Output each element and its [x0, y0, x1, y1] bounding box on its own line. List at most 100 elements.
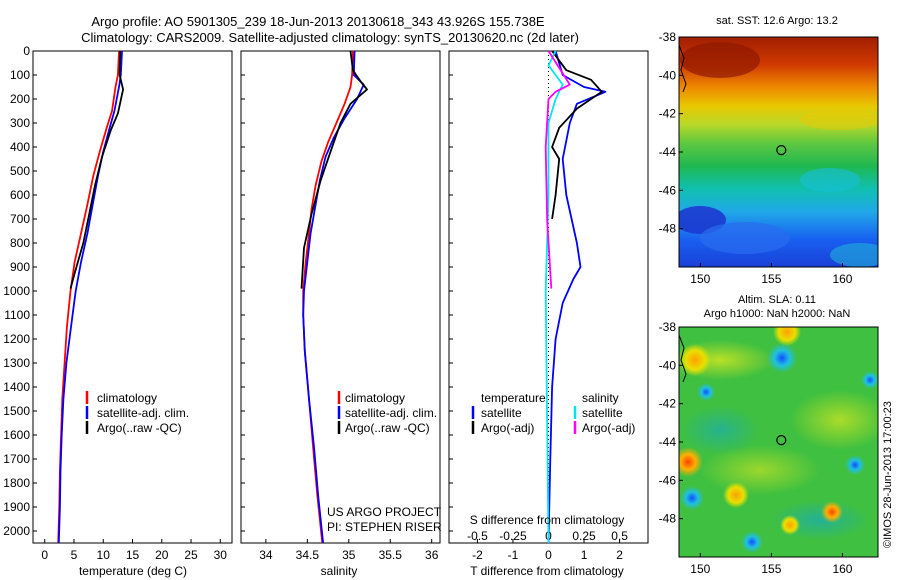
y-tick-label: 900	[10, 260, 30, 274]
map-y-tick-label: -40	[659, 358, 677, 372]
legend-label-s-satellite: satellite	[582, 406, 623, 420]
temperature-panel-frame	[32, 50, 233, 544]
difference-legend: temperature salinity satellite Argo(-adj…	[471, 391, 635, 435]
legend-label-climatology: climatology	[345, 391, 405, 405]
y-tick-label: 100	[10, 68, 30, 82]
figure-title-line1: Argo profile: AO 5901305_239 18-Jun-2013…	[91, 14, 545, 29]
x-tick-label: 36	[425, 548, 439, 562]
salinity-legend: climatology satellite-adj. clim. Argo(..…	[337, 391, 437, 435]
map-y-tick-label: -48	[659, 512, 677, 526]
salinity-series	[300, 50, 368, 544]
x-tick-label: 0	[545, 548, 552, 562]
sla-map-title-line2: Argo h1000: NaN h2000: NaN	[704, 308, 851, 320]
x-tick-label: 35	[342, 548, 356, 562]
x-tick-label: 34	[259, 548, 273, 562]
x2-tick-label: 0.5	[611, 529, 628, 543]
map-y-tick-label: -38	[659, 320, 677, 334]
x-tick-label: 35.5	[379, 548, 403, 562]
y-tick-label: 1000	[3, 284, 30, 298]
temperature-series	[57, 50, 124, 544]
y-tick-label: 1100	[4, 308, 30, 322]
map-x-tick-label: 155	[761, 562, 781, 576]
map-y-tick-label: -44	[659, 435, 677, 449]
y-tick-label: 0	[23, 44, 30, 58]
map-y-tick-label: -44	[659, 145, 677, 159]
sst-map-title: sat. SST: 12.6 Argo: 13.2	[716, 15, 838, 27]
legend-label-argo: Argo(..raw -QC)	[345, 421, 430, 435]
map-y-tick-label: -42	[659, 107, 677, 121]
map-x-tick-label: 150	[690, 272, 710, 286]
x-tick-label: 0	[41, 548, 48, 562]
argo-position-marker	[776, 145, 787, 156]
legend-label-argo: Argo(..raw -QC)	[97, 421, 182, 435]
temperature-xlabel: temperature (deg C)	[79, 564, 187, 578]
credit-line2: PI: STEPHEN RISER	[327, 520, 442, 534]
map-x-tick-label: 160	[832, 272, 852, 286]
y-tick-label: 1700	[3, 452, 30, 466]
x2-tick-label: 0.25	[572, 529, 596, 543]
y-tick-label: 800	[10, 236, 30, 250]
map-y-tick-label: -46	[659, 183, 677, 197]
temperature-axes: 0 5 10 15 20 25 300100200300400500600700800900…	[3, 44, 227, 562]
x-tick-label: 5	[71, 548, 78, 562]
series-line-argo-adj-	[544, 50, 571, 289]
y-tick-label: 1800	[3, 476, 30, 490]
map-x-tick-label: 155	[761, 272, 781, 286]
copyright-timestamp: ©IMOS 28-Jun-2013 17:00:23	[882, 401, 894, 548]
series-line-satellite-adj-clim-	[57, 50, 123, 544]
credit-line1: US ARGO PROJECT	[327, 505, 442, 519]
sst-map-axes: 150 155 160 -38 -40 -42 -44 -46 -48	[659, 30, 853, 286]
y-tick-label: 1500	[3, 404, 30, 418]
salinity-xlabel: salinity	[321, 564, 358, 578]
x-tick-label: 10	[97, 548, 111, 562]
legend-label-satellite: satellite-adj. clim.	[97, 406, 189, 420]
legend-label-satellite: satellite-adj. clim.	[345, 406, 437, 420]
series-line-satellite-adj-clim-	[302, 50, 365, 544]
series-line-climatology	[302, 50, 354, 544]
map-y-tick-label: -38	[659, 30, 677, 44]
legend-label-t-satellite: satellite	[481, 406, 522, 420]
salinity-panel-frame	[240, 50, 441, 544]
x-tick-label: 30	[214, 548, 228, 562]
x2-tick-label: -0.5	[467, 529, 488, 543]
y-tick-label: 700	[10, 212, 30, 226]
legend-label-s-argo: Argo(-adj)	[582, 421, 635, 435]
y-tick-label: 600	[10, 188, 30, 202]
sla-map-title-line1: Altim. SLA: 0.11	[738, 294, 816, 306]
x-tick-label: -1	[508, 548, 519, 562]
series-line-satellite	[544, 50, 564, 544]
difference-series	[544, 50, 607, 544]
y-tick-label: 1400	[3, 380, 30, 394]
y-tick-label: 2000	[3, 524, 30, 538]
map-y-tick-label: -42	[659, 397, 677, 411]
difference-xlabel-temperature: T difference from climatology	[470, 564, 624, 578]
legend-label-t-argo: Argo(-adj)	[481, 421, 534, 435]
x-tick-label: 20	[155, 548, 169, 562]
y-tick-label: 1600	[3, 428, 30, 442]
x-tick-label: 15	[126, 548, 140, 562]
x-tick-label: 2	[616, 548, 623, 562]
x-tick-label: 25	[184, 548, 198, 562]
map-y-tick-label: -40	[659, 68, 677, 82]
y-tick-label: 400	[10, 140, 30, 154]
series-line-argo-raw-qc-	[69, 50, 124, 289]
legend-header-temperature: temperature	[481, 391, 546, 405]
x-tick-label: 1	[581, 548, 588, 562]
x-tick-label: 34.5	[296, 548, 320, 562]
sla-map-image	[679, 327, 878, 557]
y-tick-label: 1200	[3, 332, 30, 346]
legend-label-climatology: climatology	[97, 391, 157, 405]
x-tick-label: -2	[472, 548, 483, 562]
series-line-satellite	[547, 50, 607, 544]
y-tick-label: 1900	[3, 500, 30, 514]
map-y-tick-label: -48	[659, 222, 677, 236]
map-x-tick-label: 160	[832, 562, 852, 576]
salinity-axes: 34 34.5 35 35.5 36	[241, 50, 439, 562]
difference-xlabel-salinity: S difference from climatology	[470, 513, 625, 527]
series-line-argo-adj-	[551, 50, 603, 220]
argo-position-marker	[776, 435, 787, 446]
y-tick-label: 300	[10, 116, 30, 130]
figure-title-line2: Climatology: CARS2009. Satellite-adjuste…	[81, 30, 579, 45]
temperature-legend: climatology satellite-adj. clim. Argo(..…	[85, 391, 189, 435]
